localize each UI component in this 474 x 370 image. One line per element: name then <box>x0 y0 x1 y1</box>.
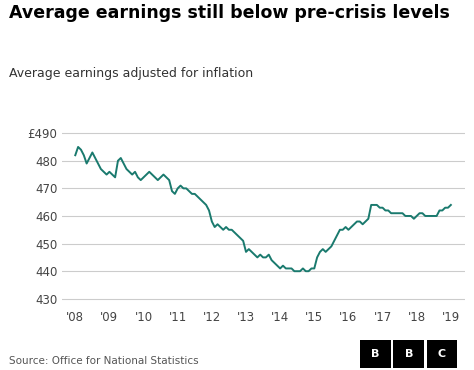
Text: Source: Office for National Statistics: Source: Office for National Statistics <box>9 356 199 366</box>
Text: B: B <box>405 349 413 359</box>
Text: Average earnings adjusted for inflation: Average earnings adjusted for inflation <box>9 67 254 80</box>
Text: B: B <box>372 349 380 359</box>
Text: C: C <box>438 349 446 359</box>
Text: Average earnings still below pre-crisis levels: Average earnings still below pre-crisis … <box>9 4 450 22</box>
